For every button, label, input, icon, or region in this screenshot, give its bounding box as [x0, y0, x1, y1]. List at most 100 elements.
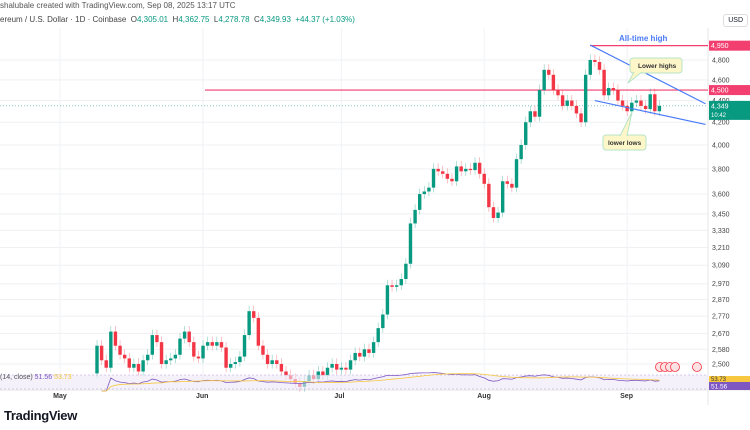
candle-body — [325, 367, 330, 376]
candle-body — [201, 345, 205, 359]
y-tick-label: 2,670 — [712, 331, 730, 338]
candle-body — [146, 354, 150, 361]
candle-body — [583, 74, 588, 123]
candle-body — [477, 162, 482, 174]
candle-body — [270, 360, 274, 364]
candle-body — [390, 285, 394, 287]
candle-body — [275, 360, 279, 364]
candle-body — [408, 223, 413, 264]
price-chart[interactable]: 4,8004,6004,4004,2004,0003,8003,6003,450… — [0, 0, 750, 405]
symbol-name[interactable]: ereum / U.S. Dollar · 1D · Coinbase — [0, 15, 127, 24]
candle-body — [436, 168, 440, 172]
candle-body — [358, 352, 362, 357]
rsi-value: 51.56 — [34, 374, 53, 381]
last-price-text: 4,349 — [711, 103, 729, 110]
candle-body — [247, 311, 251, 336]
candle-body — [524, 122, 528, 145]
candle-body — [634, 100, 639, 103]
candle-body — [344, 367, 348, 370]
candle-body — [279, 363, 284, 372]
candle-body — [385, 285, 390, 315]
change-value: +44.37 (+1.03%) — [295, 15, 355, 24]
y-tick-label: 3,600 — [712, 192, 730, 199]
chart-credit: shalubale created with TradingView.com, … — [0, 1, 236, 10]
candle-body — [210, 342, 214, 346]
candle-body — [537, 90, 542, 117]
candle-body — [630, 102, 634, 112]
candle-body — [533, 111, 537, 117]
y-tick-label: 3,330 — [712, 228, 730, 235]
resistance-price-tag-text: 4,500 — [711, 88, 729, 95]
y-tick-label: 3,210 — [712, 245, 730, 252]
rsi-params: 14, close) — [2, 374, 33, 381]
candle-body — [468, 168, 473, 171]
candle-body — [496, 212, 500, 218]
y-tick-label: 2,870 — [712, 297, 730, 304]
candle-body — [464, 168, 468, 172]
candle-body — [459, 166, 463, 172]
candle-body — [169, 358, 173, 361]
candle-body — [196, 356, 201, 359]
rsi-ma-value: 53.73 — [54, 374, 72, 381]
x-tick-label: Jul — [334, 393, 344, 400]
candle-body — [187, 331, 191, 343]
last-price-tag — [709, 100, 750, 120]
candle-body — [473, 162, 477, 171]
us-flag-event-icon — [670, 362, 680, 372]
candle-body — [215, 342, 219, 346]
candle-body — [570, 100, 574, 106]
candle-body — [132, 363, 136, 368]
y-tick-label: 4,600 — [712, 77, 730, 84]
candle-body — [574, 105, 579, 114]
candle-body — [353, 352, 357, 361]
candle-body — [519, 144, 523, 160]
symbol-legend: ereum / U.S. Dollar · 1D · Coinbase O4,3… — [0, 15, 355, 24]
x-tick-label: Jun — [196, 393, 208, 400]
candle-body — [607, 88, 611, 96]
candle-body — [122, 354, 127, 359]
y-tick-label: 4,000 — [712, 142, 730, 149]
high-label: H — [172, 15, 179, 24]
candle-body — [450, 178, 454, 182]
currency-button[interactable]: USD — [723, 14, 748, 27]
resistance-price-tag — [709, 85, 750, 96]
candle-body — [348, 360, 353, 370]
rsi-ma-tag-text: 53.73 — [711, 377, 727, 383]
candle-body — [657, 105, 662, 112]
candle-body — [510, 183, 514, 188]
x-tick-label: May — [53, 393, 67, 400]
candle-body — [653, 94, 657, 112]
us-flag-event-icon — [692, 362, 702, 372]
candle-body — [528, 111, 533, 123]
ath-price-tag — [709, 40, 750, 51]
candle-body — [155, 335, 159, 343]
candle-body — [482, 173, 486, 184]
candle-body — [150, 335, 155, 355]
candle-body — [339, 367, 344, 370]
trendline — [594, 99, 706, 126]
candle-body — [104, 360, 108, 368]
rsi-value-tag-text: 51.56 — [711, 384, 728, 391]
candle-body — [394, 285, 399, 287]
candle-body — [611, 88, 616, 91]
rsi-ma-tag — [709, 376, 750, 382]
rsi-legend: (14, close) 51.56 53.73 — [0, 374, 72, 381]
candle-body — [625, 105, 629, 112]
close-value: 4,349.93 — [259, 15, 291, 24]
candle-body — [362, 349, 367, 357]
candle-body — [542, 69, 546, 91]
candle-body — [441, 171, 445, 174]
y-tick-label: 2,580 — [712, 347, 730, 354]
high-value: 4,362.75 — [178, 15, 210, 24]
candle-body — [321, 371, 325, 376]
rsi-ma-line — [101, 373, 660, 392]
candle-body — [228, 363, 233, 368]
y-tick-label: 2,970 — [712, 281, 730, 288]
candle-body — [431, 168, 436, 188]
tradingview-logo: TradingView — [4, 408, 78, 423]
lower-lows-label: lower lows — [608, 140, 642, 147]
y-tick-label: 3,090 — [712, 263, 730, 270]
candle-body — [99, 345, 104, 361]
candle-body — [514, 159, 519, 188]
candle-body — [616, 90, 620, 101]
